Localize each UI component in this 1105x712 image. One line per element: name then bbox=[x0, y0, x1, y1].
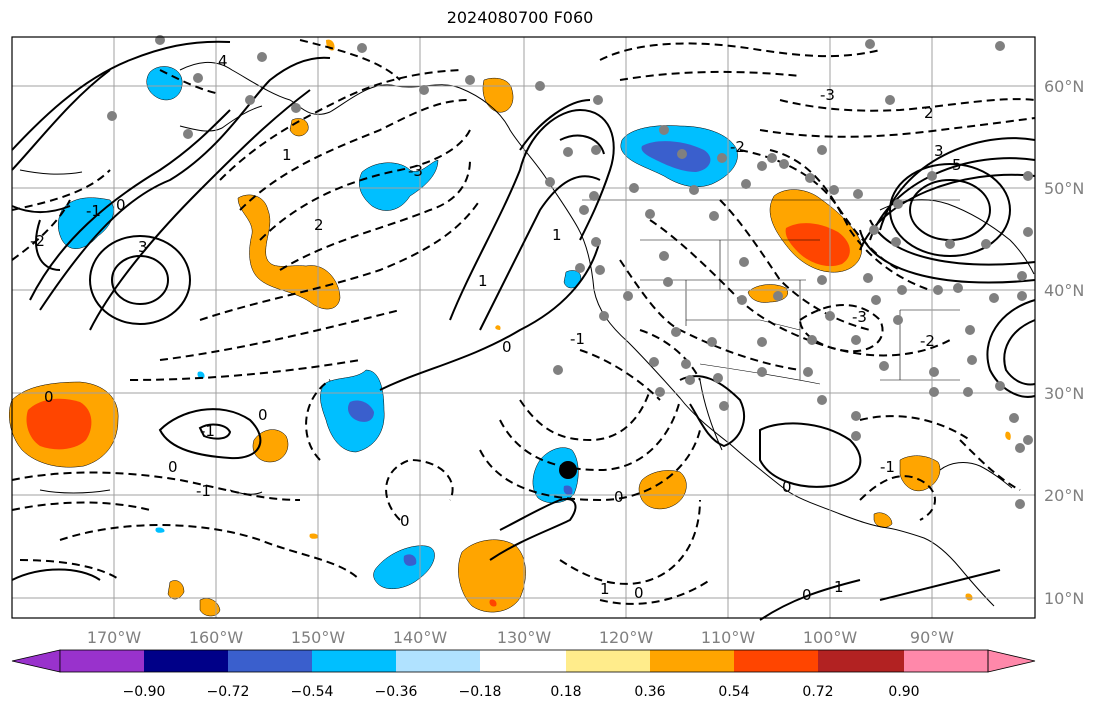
svg-text:50°N: 50°N bbox=[1044, 179, 1084, 198]
svg-text:0: 0 bbox=[634, 584, 644, 602]
colorbar-bin bbox=[228, 650, 312, 672]
svg-text:-1: -1 bbox=[86, 202, 101, 220]
svg-text:-1: -1 bbox=[570, 330, 585, 348]
svg-text:100°W: 100°W bbox=[803, 628, 858, 647]
colorbar-extend-high bbox=[987, 649, 1036, 673]
svg-text:30°N: 30°N bbox=[1044, 384, 1084, 403]
svg-text:0: 0 bbox=[782, 478, 792, 496]
svg-text:-1: -1 bbox=[880, 458, 895, 476]
svg-text:1: 1 bbox=[834, 578, 844, 596]
colorbar-extend-low bbox=[11, 649, 61, 673]
svg-text:0.36: 0.36 bbox=[634, 684, 665, 700]
svg-text:140°W: 140°W bbox=[393, 628, 448, 647]
longitude-ticks: 170°W 160°W 150°W 140°W 130°W 120°W 110°… bbox=[87, 628, 954, 647]
colorbar-bin bbox=[734, 650, 818, 672]
svg-text:60°N: 60°N bbox=[1044, 77, 1084, 96]
svg-text:0.54: 0.54 bbox=[718, 684, 749, 700]
colorbar-bin bbox=[650, 650, 734, 672]
svg-text:0: 0 bbox=[44, 388, 54, 406]
contour-labels: 1 2 3 4 -1 -2 -3 0 0 0 0 -1 -1 1 0 1 -2 … bbox=[30, 52, 962, 604]
svg-text:170°W: 170°W bbox=[87, 628, 142, 647]
colorbar-bin bbox=[312, 650, 396, 672]
location-marker bbox=[559, 461, 577, 479]
svg-text:3: 3 bbox=[138, 238, 148, 256]
contours-solid bbox=[11, 40, 1036, 621]
svg-text:110°W: 110°W bbox=[701, 628, 756, 647]
svg-text:0: 0 bbox=[258, 406, 268, 424]
svg-text:0: 0 bbox=[802, 586, 812, 604]
svg-text:2: 2 bbox=[314, 216, 324, 234]
grid-lines bbox=[12, 37, 1035, 618]
svg-text:0: 0 bbox=[168, 458, 178, 476]
latitude-ticks: 60°N 50°N 40°N 30°N 20°N 10°N bbox=[1044, 77, 1084, 608]
svg-text:4: 4 bbox=[218, 52, 228, 70]
svg-text:1: 1 bbox=[552, 226, 562, 244]
svg-text:1: 1 bbox=[600, 580, 610, 598]
svg-text:1: 1 bbox=[478, 272, 488, 290]
svg-text:0.90: 0.90 bbox=[888, 684, 919, 700]
svg-text:-1: -1 bbox=[196, 482, 211, 500]
svg-text:-2: -2 bbox=[730, 138, 745, 156]
svg-text:90°W: 90°W bbox=[910, 628, 954, 647]
svg-text:-2: -2 bbox=[920, 332, 935, 350]
svg-text:0: 0 bbox=[400, 512, 410, 530]
svg-text:0: 0 bbox=[502, 338, 512, 356]
colorbar-bin bbox=[904, 650, 988, 672]
svg-text:5: 5 bbox=[952, 156, 962, 174]
svg-text:40°N: 40°N bbox=[1044, 281, 1084, 300]
map-frame bbox=[11, 36, 1036, 619]
svg-text:2: 2 bbox=[924, 104, 934, 122]
contours-dashed bbox=[11, 39, 1036, 605]
svg-text:0: 0 bbox=[116, 196, 126, 214]
svg-text:−0.36: −0.36 bbox=[375, 684, 418, 700]
svg-text:-3: -3 bbox=[852, 308, 867, 326]
anomaly-fills bbox=[9, 39, 1011, 617]
colorbar-bin bbox=[396, 650, 480, 672]
svg-text:-2: -2 bbox=[30, 232, 45, 250]
svg-text:-3: -3 bbox=[408, 162, 423, 180]
svg-text:130°W: 130°W bbox=[497, 628, 552, 647]
svg-text:10°N: 10°N bbox=[1044, 589, 1084, 608]
colorbar-bin bbox=[60, 650, 144, 672]
colorbar-bin bbox=[566, 650, 650, 672]
svg-text:150°W: 150°W bbox=[291, 628, 346, 647]
map-title: 2024080700 F060 bbox=[446, 8, 594, 27]
svg-text:3: 3 bbox=[934, 142, 944, 160]
station-dots bbox=[107, 35, 1033, 509]
svg-text:20°N: 20°N bbox=[1044, 486, 1084, 505]
colorbar: −0.90 −0.72 −0.54 −0.36 −0.18 0.18 0.36 … bbox=[11, 649, 1036, 700]
svg-text:−0.90: −0.90 bbox=[123, 684, 166, 700]
svg-text:−0.54: −0.54 bbox=[291, 684, 334, 700]
colorbar-bin bbox=[144, 650, 228, 672]
svg-text:−0.18: −0.18 bbox=[459, 684, 502, 700]
svg-text:0: 0 bbox=[614, 488, 624, 506]
svg-text:−0.72: −0.72 bbox=[207, 684, 250, 700]
svg-text:160°W: 160°W bbox=[189, 628, 244, 647]
colorbar-bin bbox=[818, 650, 904, 672]
svg-text:0.72: 0.72 bbox=[802, 684, 833, 700]
svg-text:-1: -1 bbox=[200, 422, 215, 440]
svg-text:-3: -3 bbox=[820, 86, 835, 104]
colorbar-bin bbox=[480, 650, 566, 672]
svg-text:0.18: 0.18 bbox=[550, 684, 581, 700]
svg-text:1: 1 bbox=[282, 146, 292, 164]
svg-text:120°W: 120°W bbox=[599, 628, 654, 647]
